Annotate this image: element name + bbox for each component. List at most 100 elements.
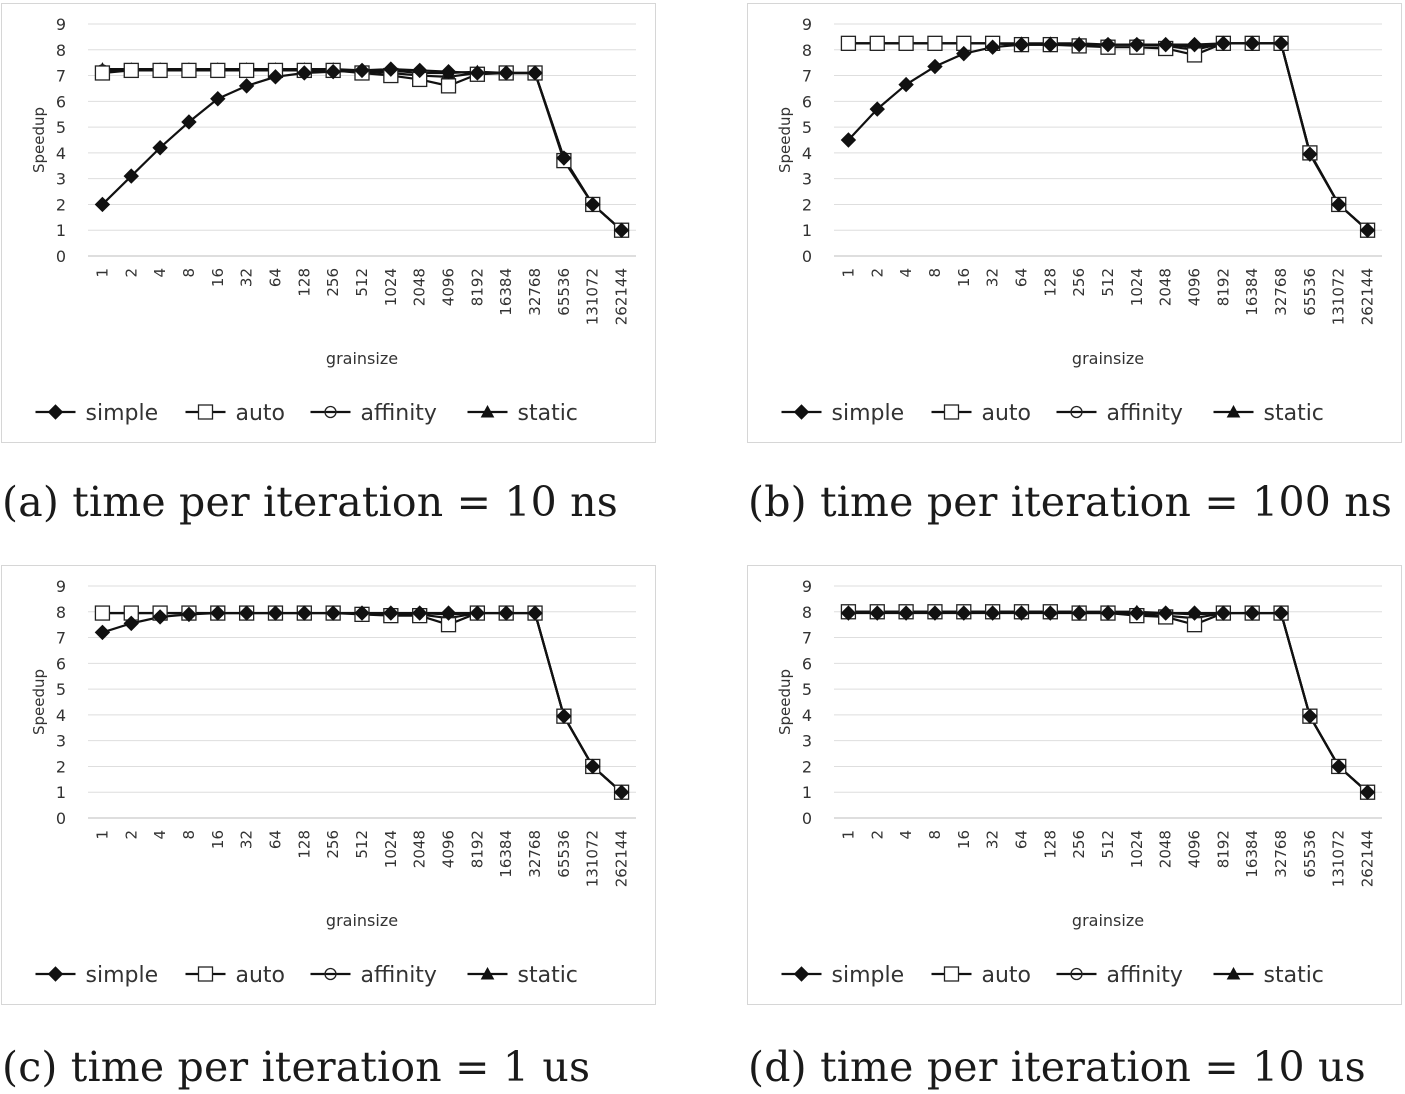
x-tick-label: 1024 <box>1128 830 1146 868</box>
data-point-simple <box>1129 605 1145 621</box>
data-point-auto <box>181 62 197 79</box>
x-tick-label: 2048 <box>411 268 429 306</box>
legend-label: auto <box>236 401 286 426</box>
legend-marker-simple <box>793 966 810 982</box>
y-tick-label: 5 <box>802 680 812 699</box>
legend-marker-auto <box>943 404 960 420</box>
data-point-simple <box>325 605 341 621</box>
x-tick-label: 128 <box>295 268 313 297</box>
data-point-simple <box>181 606 197 623</box>
y-tick-label: 6 <box>802 92 812 111</box>
chart-c-svg: 0 1 2 3 4 5 6 7 8 9 1 2 4 8 16 32 64 128 256 512 1024 2048 409… <box>30 577 636 988</box>
y-tick-label: 2 <box>56 195 66 214</box>
y-tick-label: 0 <box>802 247 812 266</box>
legend-marker-simple <box>793 404 810 420</box>
data-point-simple <box>440 63 457 80</box>
data-point-simple <box>556 150 572 166</box>
data-point-simple <box>123 168 139 184</box>
x-tick-label: 131072 <box>1330 830 1348 887</box>
x-tick-label: 65536 <box>1301 830 1319 878</box>
data-point-simple <box>1302 146 1318 162</box>
x-tick-label: 8192 <box>468 268 486 306</box>
series-markers-simple <box>840 35 1376 238</box>
x-tick-label: 16384 <box>497 268 515 316</box>
x-tick-label: 262144 <box>1359 268 1377 325</box>
x-tick-label: 256 <box>324 830 342 859</box>
data-point-auto <box>94 605 111 621</box>
y-tick-label: 8 <box>802 41 812 60</box>
x-axis-title: grainsize <box>326 349 398 368</box>
series-line-affinity <box>848 610 1369 794</box>
data-point-auto <box>123 62 139 79</box>
series-markers-static <box>95 62 629 236</box>
data-point-simple <box>956 45 972 62</box>
data-point-simple <box>411 62 428 79</box>
x-tick-label: 262144 <box>1359 830 1377 887</box>
data-point-simple <box>1042 36 1059 53</box>
data-point-auto <box>210 62 226 79</box>
data-point-simple <box>527 605 543 621</box>
series-markers-affinity <box>96 64 628 237</box>
chart-b-svg: 0 1 2 3 4 5 6 7 8 9 1 2 4 8 16 32 64 128 256 512 1024 2048 409… <box>776 15 1382 426</box>
y-tick-label: 5 <box>802 118 812 137</box>
legend-label: affinity <box>361 963 437 988</box>
legend-label: static <box>1264 963 1324 988</box>
legend-item-static: static <box>467 401 578 426</box>
data-point-simple <box>1273 35 1289 52</box>
legend-marker-affinity <box>1070 405 1083 419</box>
x-tick-label: 64 <box>1012 830 1030 849</box>
legend-label: auto <box>236 963 286 988</box>
data-point-simple <box>585 758 601 775</box>
legend-item-simple: simple <box>35 401 158 426</box>
x-tick-label: 4 <box>897 268 915 278</box>
y-tick-label: 9 <box>802 577 812 596</box>
data-point-simple <box>411 605 428 621</box>
x-tick-label: 4096 <box>440 830 458 868</box>
data-point-simple <box>354 605 370 621</box>
data-point-simple <box>498 605 514 621</box>
chart-panel-a: 0 1 2 3 4 5 6 7 8 9 1 2 4 8 16 32 64 128 256 512 1024 2048 409… <box>1 3 656 443</box>
data-point-simple <box>238 78 255 94</box>
data-point-simple <box>1244 35 1260 52</box>
series-line-simple <box>102 611 623 794</box>
data-point-simple <box>840 605 857 621</box>
legend-label: affinity <box>1107 401 1183 426</box>
y-tick-label: 6 <box>56 92 66 111</box>
x-tick-label: 128 <box>1041 268 1059 297</box>
chart-d-svg: 0 1 2 3 4 5 6 7 8 9 1 2 4 8 16 32 64 128 256 512 1024 2048 409… <box>776 577 1382 988</box>
legend-marker-auto <box>943 966 960 982</box>
data-point-simple <box>898 76 914 93</box>
data-point-simple <box>181 114 197 130</box>
x-tick-label: 16384 <box>497 830 515 878</box>
x-tick-label: 4 <box>897 830 915 840</box>
legend-label: affinity <box>361 401 437 426</box>
data-point-simple <box>984 605 1001 621</box>
y-tick-label: 5 <box>56 118 66 137</box>
x-tick-label: 131072 <box>584 830 602 887</box>
data-point-simple <box>869 101 885 117</box>
x-tick-label: 65536 <box>555 268 573 316</box>
x-tick-label: 512 <box>1099 830 1117 859</box>
x-tick-label: 2 <box>122 268 140 278</box>
chart-panel-c: 0 1 2 3 4 5 6 7 8 9 1 2 4 8 16 32 64 128 256 512 1024 2048 409… <box>1 565 656 1005</box>
x-tick-label: 8 <box>926 830 944 840</box>
legend-item-auto: auto <box>931 963 1031 988</box>
data-point-simple <box>440 605 457 621</box>
x-tick-label: 4096 <box>1186 830 1204 868</box>
x-tick-label: 512 <box>1099 268 1117 297</box>
legend-marker-simple <box>47 404 64 420</box>
data-point-simple <box>585 196 601 213</box>
caption-a: (a) time per iteration = 10 ns <box>2 478 619 526</box>
data-point-simple <box>1129 36 1145 53</box>
data-point-simple <box>556 708 572 724</box>
series-line-static <box>102 68 623 232</box>
x-tick-label: 262144 <box>613 268 631 325</box>
data-point-auto <box>840 35 857 51</box>
x-axis-title: grainsize <box>326 911 398 930</box>
data-point-simple <box>1157 605 1174 621</box>
data-point-simple <box>383 605 399 621</box>
data-point-simple <box>613 784 630 800</box>
x-tick-label: 2 <box>868 268 886 278</box>
data-point-simple <box>94 624 111 641</box>
x-tick-label: 1 <box>93 830 111 840</box>
